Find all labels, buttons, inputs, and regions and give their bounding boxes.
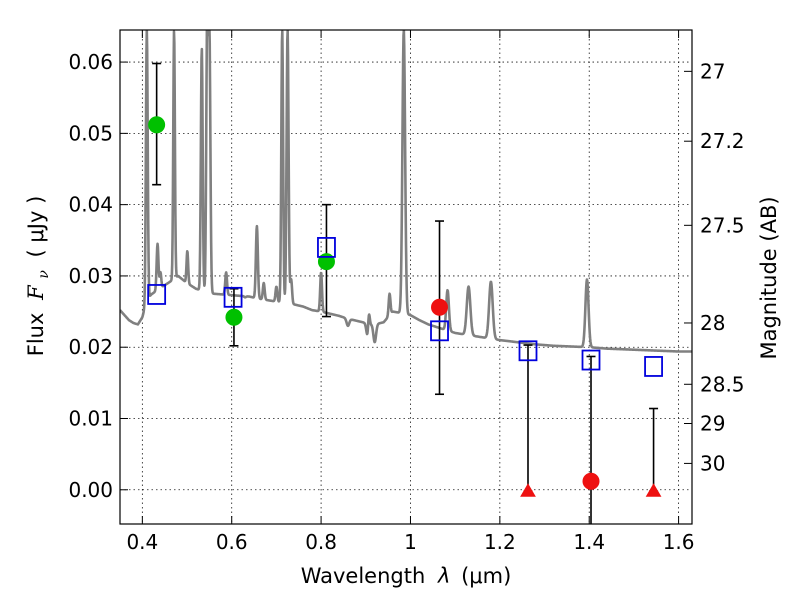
y2-axis-label: Magnitude (AB) [757, 196, 781, 359]
grid-layer [120, 30, 692, 524]
data-point-square [317, 237, 336, 258]
x-tick-label: 0.8 [305, 530, 337, 554]
x-tick-label: 1.6 [663, 530, 695, 554]
x-tick-label: 1.2 [484, 530, 516, 554]
y-tick-label: 0.01 [68, 406, 113, 430]
data-point-square [147, 284, 167, 305]
data-point-square [223, 286, 243, 308]
y2-tick-label: 27.5 [700, 213, 745, 237]
x-tick-label: 1.4 [573, 530, 605, 554]
data-point-circle [431, 298, 449, 316]
y-axis-label-subscript: ν [36, 270, 52, 279]
y-tick-label: 0.05 [68, 121, 113, 145]
y2-tick-label: 27 [700, 59, 725, 83]
tick-layer: 0.4 0.6 0.8 1 1.2 1.4 1.6 0.00 0.01 0.02 0.03 0.04 0… [68, 30, 745, 554]
y-tick-label: 0.03 [68, 264, 113, 288]
y-axis-label-unit: ( μJy ) [24, 196, 48, 258]
marker-layer [147, 116, 663, 497]
data-point-triangle [520, 483, 536, 497]
y-axis-label-symbol: F [24, 284, 48, 301]
y2-tick-label: 29 [700, 411, 725, 435]
y2-tick-label: 28 [700, 311, 725, 335]
y-tick-label: 0.06 [68, 50, 113, 74]
spectrum-layer [120, 30, 692, 353]
x-axis-label-unit: (μm) [461, 564, 511, 588]
x-axis-label: Wavelength λ (μm) [301, 564, 512, 588]
y2-tick-label: 27.2 [700, 129, 745, 153]
data-point-circle [582, 472, 600, 490]
x-tick-label: 0.4 [126, 530, 158, 554]
x-tick-label: 0.6 [216, 530, 248, 554]
y2-tick-label: 30 [700, 451, 725, 475]
x-tick-label: 1 [404, 530, 417, 554]
data-point-circle [225, 308, 243, 326]
data-point-square [518, 340, 538, 362]
data-point-circle [148, 116, 166, 134]
y-axis-label-prefix: Flux [24, 313, 48, 357]
plot-frame [119, 29, 693, 525]
y-axis-label: Flux F ν ( μJy ) [24, 196, 53, 357]
x-axis-label-prefix: Wavelength [301, 564, 426, 588]
data-point-square [581, 349, 601, 371]
y2-tick-label: 28.5 [700, 372, 745, 396]
data-point-square [430, 320, 449, 342]
y-tick-label: 0.04 [68, 193, 113, 217]
data-point-triangle [645, 483, 662, 497]
model-spectrum-line [120, 30, 692, 353]
x-axis-label-symbol: λ [437, 564, 450, 588]
y-tick-label: 0.00 [68, 478, 113, 502]
data-point-square [644, 356, 663, 377]
y-tick-label: 0.02 [68, 335, 113, 359]
